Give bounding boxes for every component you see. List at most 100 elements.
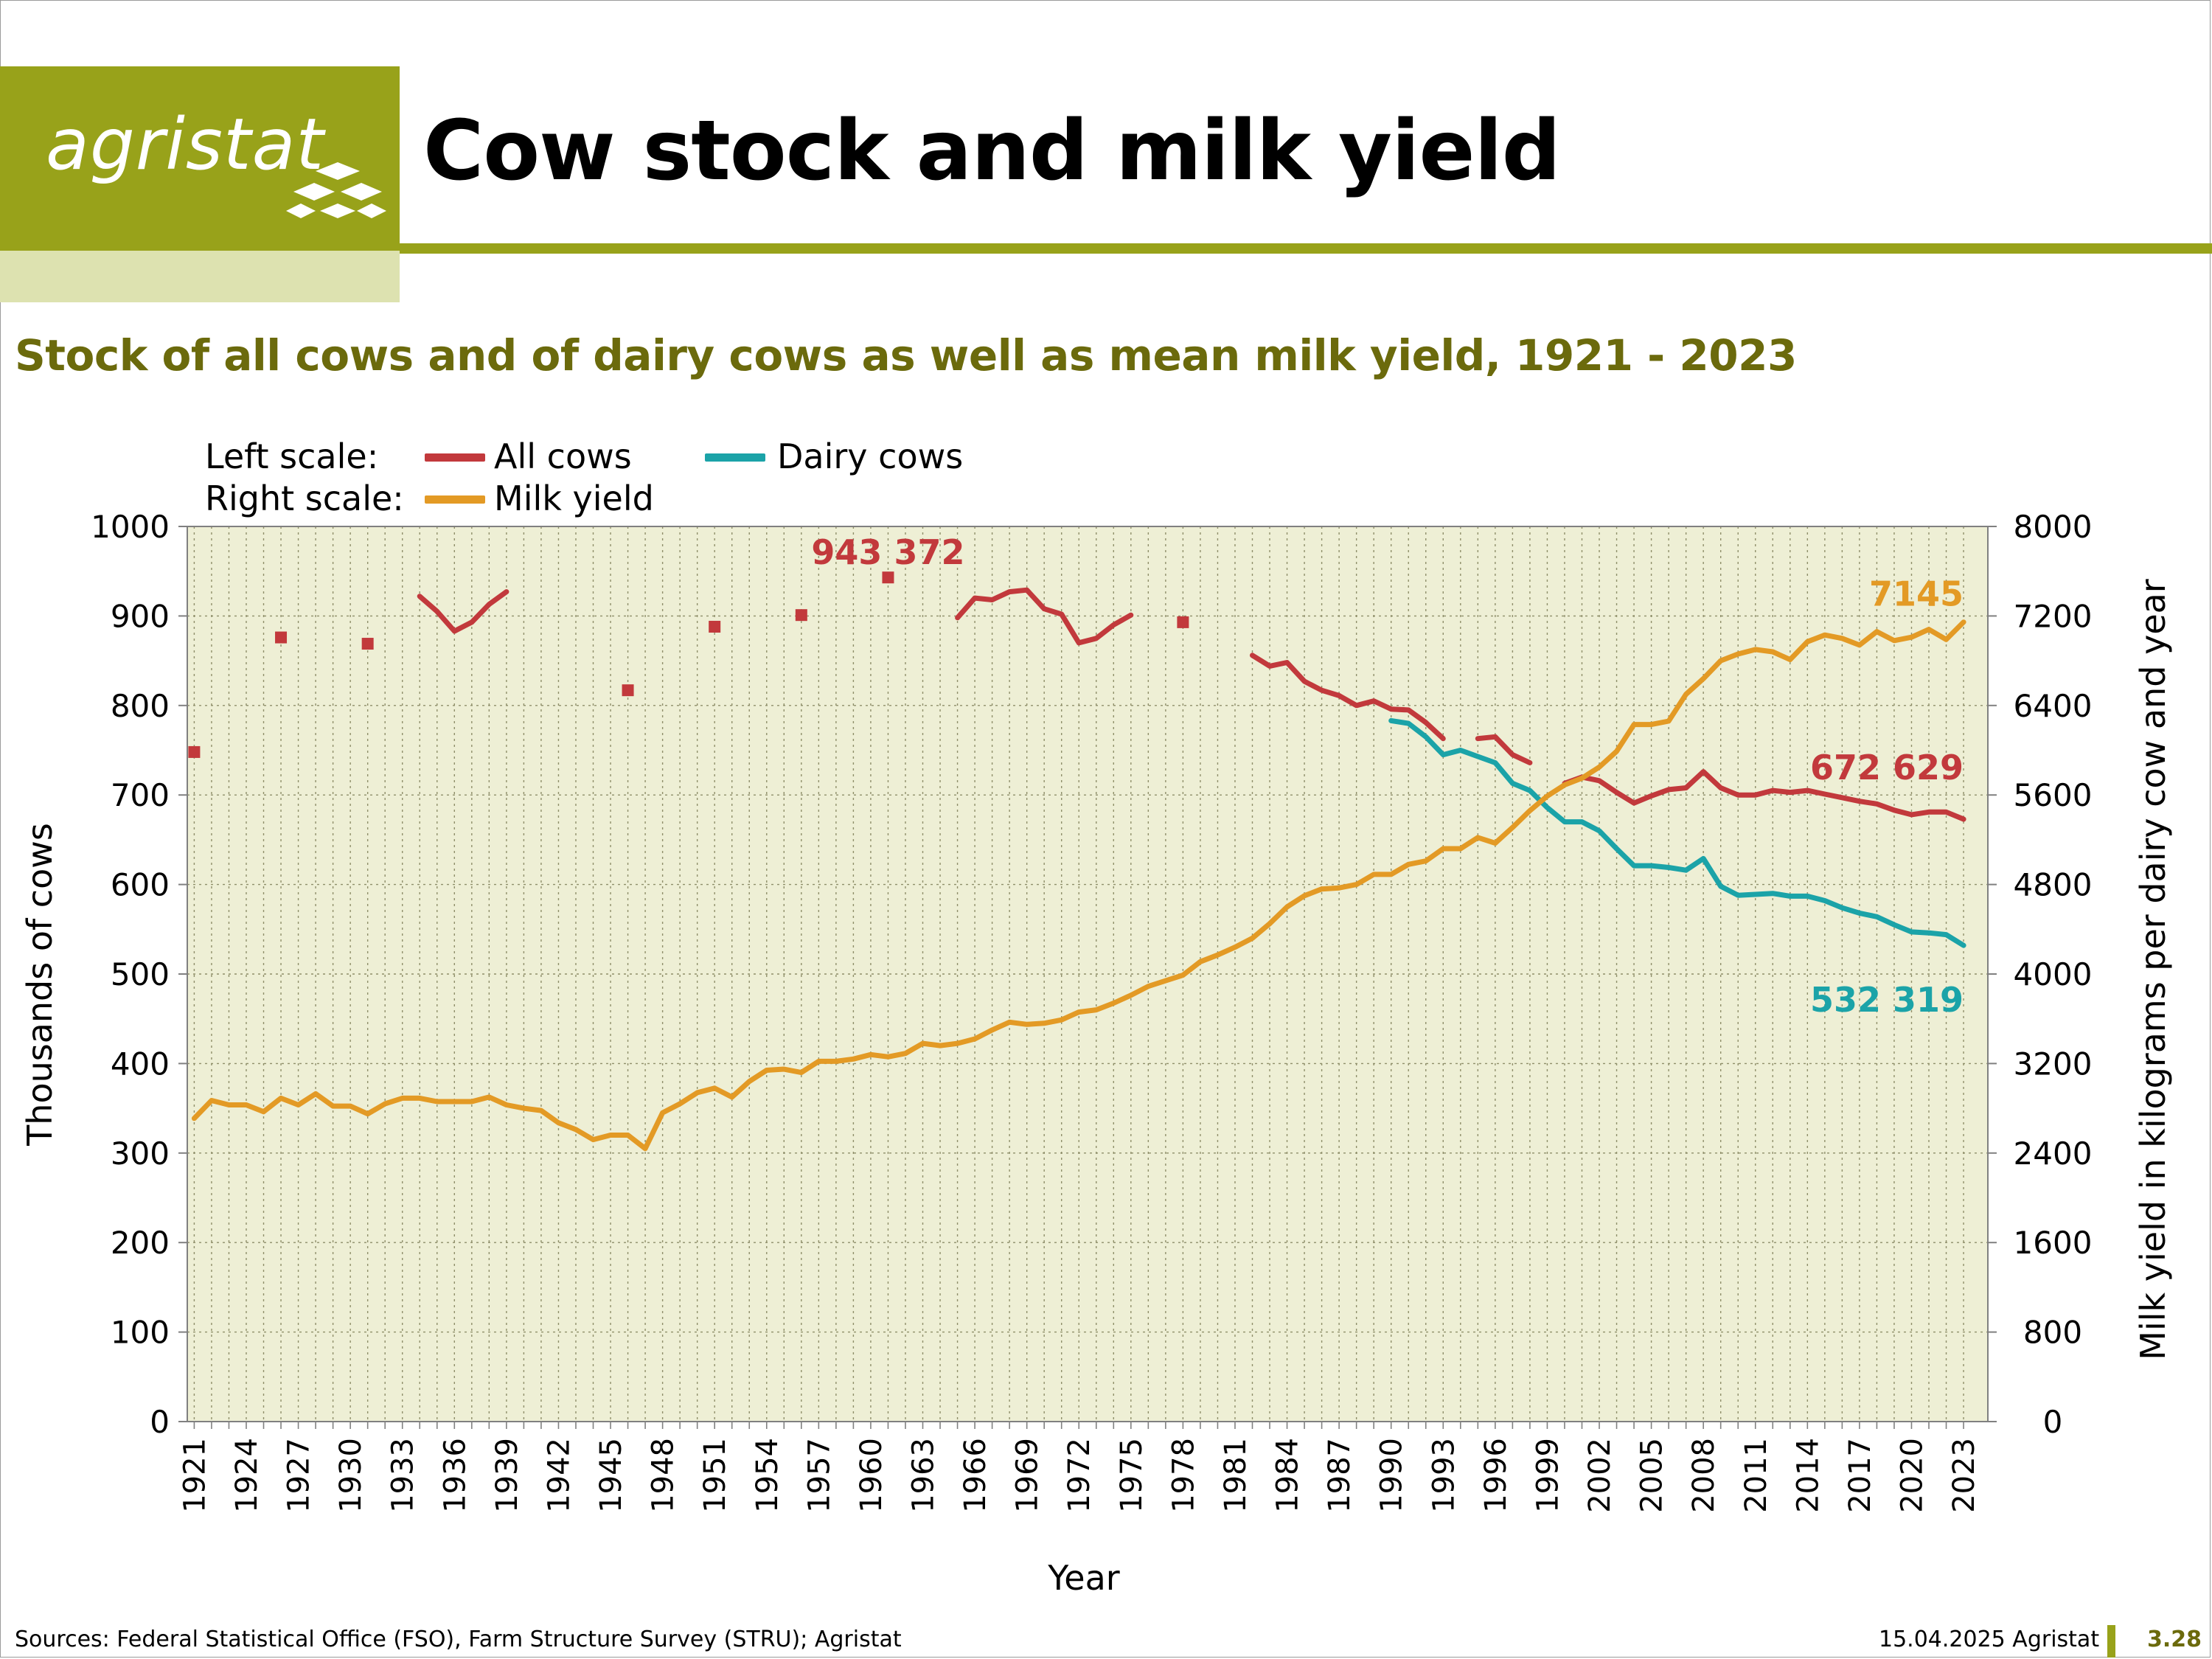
y2-tick-label: 3200	[2014, 1046, 2093, 1082]
all-cows-line	[1562, 769, 1966, 822]
x-tick-label: 1960	[855, 1438, 888, 1513]
all-cows-peak-label: 943 372	[811, 532, 964, 572]
x-tick-label: 1939	[490, 1438, 524, 1513]
y2-tick-label: 800	[2023, 1315, 2082, 1351]
legend-dairy-cows-swatch	[705, 453, 765, 462]
x-tick-label: 1957	[802, 1438, 836, 1513]
all-cows-marker	[275, 631, 288, 644]
y-tick-label: 100	[111, 1315, 170, 1351]
y2-tick-label: 1600	[2014, 1225, 2093, 1261]
x-tick-label: 2020	[1895, 1438, 1929, 1513]
x-tick-label: 2008	[1687, 1438, 1721, 1513]
x-tick-label: 1984	[1271, 1438, 1305, 1513]
chart-subtitle: Stock of all cows and of dairy cows as w…	[15, 330, 1797, 380]
legend-all-cows-label: All cows	[494, 437, 632, 476]
x-tick-label: 2011	[1739, 1438, 1773, 1513]
dairy-cows-line	[1388, 717, 1966, 948]
axes: 0 100 200 300 400 500 600 700 800 900 1000 0 800 1600…	[91, 509, 2092, 1513]
x-tick-label: 1978	[1166, 1438, 1200, 1513]
x-tick-label: 1948	[647, 1438, 681, 1513]
legend-right-scale-label: Right scale:	[205, 479, 404, 518]
grid-lines	[187, 526, 1988, 1422]
y-tick-label: 1000	[91, 509, 170, 545]
x-tick-label: 1996	[1479, 1438, 1513, 1513]
milk-yield-last-label: 7145	[1869, 574, 1964, 614]
agristat-logo-icon	[286, 162, 386, 218]
x-tick-label: 1981	[1219, 1438, 1253, 1513]
y2-tick-label: 4800	[2014, 867, 2093, 903]
all-cows-marker	[361, 638, 374, 650]
y2-tick-label: 0	[2043, 1404, 2063, 1440]
all-cows-last-label: 672 629	[1810, 748, 1964, 787]
agristat-logo-text: agristat	[46, 103, 325, 186]
legend-dairy-cows-label: Dairy cows	[777, 437, 964, 476]
all-cows-line	[1250, 653, 1446, 742]
all-cows-marker	[1177, 616, 1189, 628]
x-tick-label: 1936	[438, 1438, 472, 1513]
all-cows-line	[417, 589, 509, 634]
logo-panel-shade	[0, 251, 400, 302]
y2-tick-label: 7200	[2014, 598, 2093, 634]
logo-panel	[0, 66, 400, 251]
all-cows-marker	[188, 745, 201, 758]
dairy-cows-last-label: 532 319	[1810, 980, 1964, 1020]
page-title: Cow stock and milk yield	[423, 103, 1561, 199]
x-tick-label: 1969	[1011, 1438, 1045, 1513]
x-tick-label: 1963	[907, 1438, 941, 1513]
y-tick-label: 700	[111, 777, 170, 813]
x-tick-label: 1930	[334, 1438, 368, 1513]
x-tick-label: 1933	[386, 1438, 420, 1513]
footer-sources: Sources: Federal Statistical Office (FSO…	[15, 1627, 902, 1652]
y2-tick-label: 6400	[2014, 688, 2093, 724]
x-tick-label: 1921	[178, 1438, 212, 1513]
data-labels: 943 372 672 629 532 319 7145	[811, 532, 1964, 1020]
all-cows-marker	[622, 684, 634, 697]
x-tick-label: 2002	[1583, 1438, 1617, 1513]
legend-milk-yield-swatch	[425, 495, 485, 504]
legend-left-scale-label: Left scale:	[205, 437, 379, 476]
x-tick-label: 1924	[230, 1438, 264, 1513]
x-tick-label: 2023	[1947, 1438, 1981, 1513]
x-tick-label: 1945	[594, 1438, 628, 1513]
y-axis-title: Thousands of cows	[20, 823, 60, 1147]
y-tick-label: 300	[111, 1135, 170, 1172]
footer-page-number: 3.28	[2147, 1627, 2202, 1652]
x-axis-title: Year	[1047, 1558, 1119, 1598]
y2-tick-label: 4000	[2014, 956, 2093, 992]
y-tick-label: 900	[111, 598, 170, 634]
all-cows-marker	[709, 620, 721, 633]
y2-tick-label: 2400	[2014, 1135, 2093, 1172]
x-tick-label: 1954	[751, 1438, 785, 1513]
y-tick-label: 500	[111, 956, 170, 992]
y2-axis-title: Milk yield in kilograms per dairy cow an…	[2133, 579, 2173, 1360]
header-rule	[400, 243, 2212, 254]
legend-milk-yield-label: Milk yield	[494, 479, 654, 518]
footer-date: 15.04.2025 Agristat	[1879, 1627, 2100, 1652]
x-tick-label: 1990	[1375, 1438, 1409, 1513]
y2-tick-label: 8000	[2014, 509, 2093, 545]
x-tick-label: 2005	[1635, 1438, 1669, 1513]
legend-all-cows-swatch	[425, 453, 485, 462]
x-tick-label: 1972	[1062, 1438, 1096, 1513]
x-tick-label: 1975	[1115, 1438, 1149, 1513]
y-tick-label: 400	[111, 1046, 170, 1082]
all-cows-line	[1475, 734, 1533, 765]
footer-divider	[2107, 1625, 2115, 1658]
milk-yield-line	[191, 619, 1966, 1152]
series-group	[188, 571, 1966, 1152]
x-tick-label: 2017	[1843, 1438, 1877, 1513]
all-cows-marker	[795, 609, 807, 622]
all-cows-marker	[882, 571, 894, 584]
x-tick-label: 1966	[959, 1438, 992, 1513]
y-tick-label: 200	[111, 1225, 170, 1261]
y2-tick-label: 5600	[2014, 777, 2093, 813]
y-tick-label: 0	[150, 1404, 170, 1440]
x-tick-label: 1942	[542, 1438, 576, 1513]
x-tick-label: 1999	[1531, 1438, 1565, 1513]
x-tick-label: 1951	[698, 1438, 732, 1513]
y-tick-label: 800	[111, 688, 170, 724]
x-tick-label: 1927	[282, 1438, 316, 1513]
all-cows-line	[955, 587, 1134, 646]
